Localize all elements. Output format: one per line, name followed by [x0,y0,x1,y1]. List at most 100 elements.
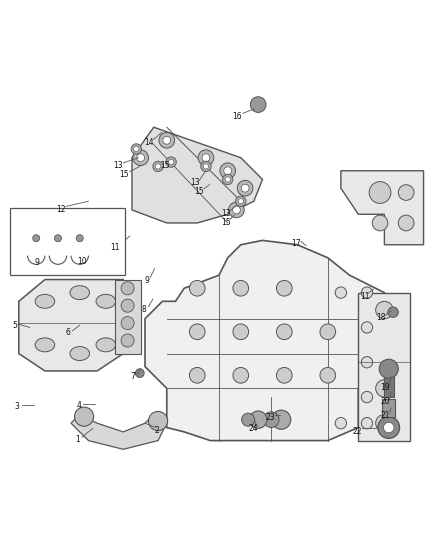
Circle shape [242,413,254,426]
Circle shape [121,317,134,329]
Circle shape [198,150,214,166]
Text: 18: 18 [376,313,385,322]
FancyBboxPatch shape [384,373,394,397]
Circle shape [233,280,249,296]
Circle shape [223,174,233,184]
FancyBboxPatch shape [382,399,395,417]
Circle shape [233,206,240,214]
Circle shape [155,164,161,169]
Text: 13: 13 [221,209,230,218]
Polygon shape [71,415,167,449]
Circle shape [369,182,391,204]
Circle shape [398,215,414,231]
Polygon shape [341,171,424,245]
Ellipse shape [70,346,89,360]
Circle shape [378,417,399,439]
Text: 1: 1 [75,435,80,444]
Circle shape [159,133,175,148]
Text: 15: 15 [194,187,204,196]
Text: 24: 24 [248,424,258,433]
Circle shape [388,307,398,318]
Circle shape [134,147,139,151]
Circle shape [121,299,134,312]
Circle shape [233,367,249,383]
Circle shape [135,369,144,377]
Circle shape [237,180,253,196]
Circle shape [189,280,205,296]
Circle shape [220,163,236,179]
Text: 5: 5 [12,321,17,330]
Circle shape [133,150,148,166]
Circle shape [263,412,279,427]
Circle shape [251,97,266,112]
Polygon shape [19,279,123,371]
Circle shape [54,235,61,241]
Circle shape [163,136,171,144]
Text: 15: 15 [221,217,230,227]
Polygon shape [145,240,385,441]
Text: 20: 20 [381,397,390,406]
Text: 22: 22 [353,426,362,435]
FancyBboxPatch shape [10,208,125,275]
Circle shape [169,159,174,165]
Text: 13: 13 [190,179,200,188]
Ellipse shape [35,294,55,308]
Circle shape [229,202,244,218]
Circle shape [202,154,210,161]
Text: 9: 9 [35,257,39,266]
Text: 16: 16 [233,112,242,121]
Circle shape [33,235,40,241]
Circle shape [225,177,230,182]
Text: 19: 19 [381,383,390,392]
Text: 14: 14 [145,138,154,147]
Circle shape [250,411,267,429]
Text: 13: 13 [113,161,123,170]
Circle shape [201,161,211,172]
Circle shape [272,410,291,429]
Circle shape [372,215,388,231]
Circle shape [376,415,393,432]
Text: 12: 12 [57,205,66,214]
Text: 4: 4 [76,401,81,410]
Circle shape [153,161,163,172]
Text: 10: 10 [77,257,87,266]
Text: 3: 3 [14,402,19,411]
Circle shape [74,407,94,426]
Polygon shape [132,127,262,223]
Circle shape [76,235,83,241]
Text: 15: 15 [119,169,129,179]
Circle shape [379,359,398,378]
Circle shape [189,367,205,383]
Circle shape [361,357,373,368]
Circle shape [148,411,168,431]
Circle shape [361,417,373,429]
Circle shape [121,334,134,347]
Circle shape [241,184,249,192]
Circle shape [361,322,373,333]
Circle shape [203,164,208,169]
Text: 6: 6 [65,328,70,337]
Text: 11: 11 [111,243,120,252]
Polygon shape [358,293,410,441]
Text: 8: 8 [142,305,147,313]
Circle shape [376,301,393,319]
Circle shape [236,196,246,206]
Text: 23: 23 [265,414,275,423]
Circle shape [335,287,346,298]
Circle shape [166,157,177,167]
Circle shape [320,324,336,340]
Ellipse shape [70,286,89,300]
Circle shape [320,367,336,383]
Circle shape [276,280,292,296]
Circle shape [131,144,141,154]
Ellipse shape [96,294,116,308]
Text: 17: 17 [292,239,301,248]
Text: 2: 2 [155,426,159,435]
Polygon shape [115,279,141,353]
Circle shape [276,324,292,340]
Ellipse shape [35,338,55,352]
Circle shape [384,422,394,433]
Circle shape [361,287,373,298]
Circle shape [121,282,134,295]
Circle shape [335,417,346,429]
